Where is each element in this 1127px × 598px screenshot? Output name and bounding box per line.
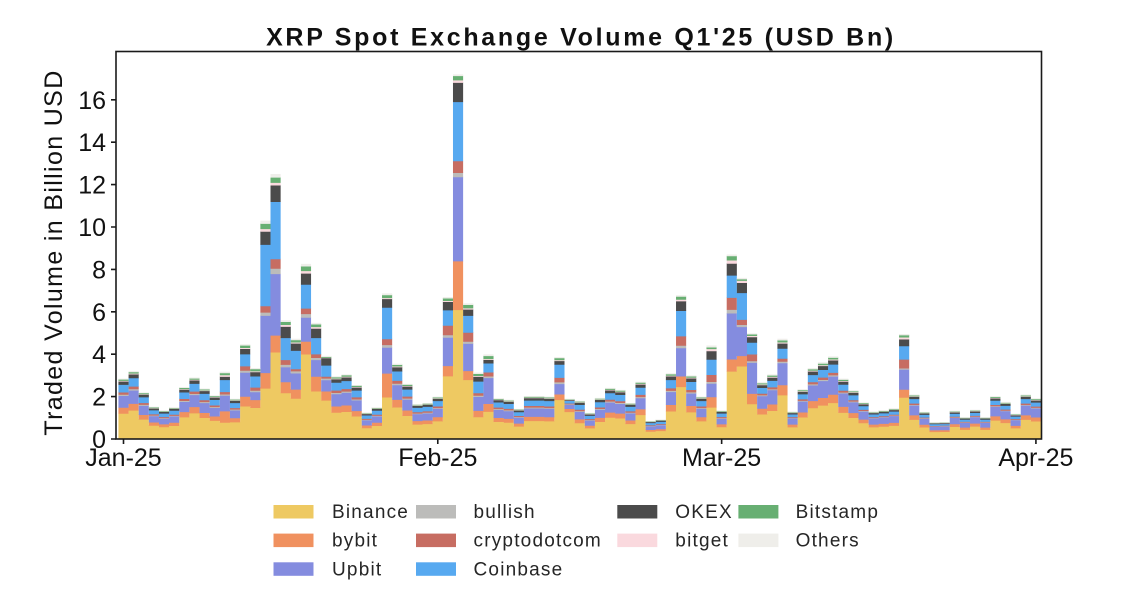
svg-text:Bitstamp: Bitstamp bbox=[796, 502, 880, 523]
svg-text:16: 16 bbox=[78, 87, 106, 115]
svg-text:4: 4 bbox=[92, 341, 106, 369]
svg-text:Others: Others bbox=[796, 531, 860, 552]
svg-text:Coinbase: Coinbase bbox=[474, 559, 564, 580]
svg-text:Binance: Binance bbox=[332, 502, 409, 523]
svg-text:6: 6 bbox=[92, 299, 106, 327]
svg-text:2: 2 bbox=[92, 384, 106, 412]
svg-text:XRP Spot Exchange Volume Q1'25: XRP Spot Exchange Volume Q1'25 (USD Bn) bbox=[266, 24, 896, 52]
svg-text:Feb-25: Feb-25 bbox=[398, 444, 477, 472]
svg-text:bitget: bitget bbox=[675, 531, 729, 552]
svg-text:Upbit: Upbit bbox=[332, 559, 382, 580]
svg-text:12: 12 bbox=[78, 172, 106, 200]
svg-text:0: 0 bbox=[92, 426, 106, 454]
svg-text:Mar-25: Mar-25 bbox=[682, 444, 761, 472]
svg-text:Traded Volume in Billion USD: Traded Volume in Billion USD bbox=[40, 69, 68, 435]
svg-text:bybit: bybit bbox=[332, 531, 378, 552]
svg-text:14: 14 bbox=[78, 129, 106, 157]
svg-text:10: 10 bbox=[78, 214, 106, 242]
svg-text:bullish: bullish bbox=[474, 502, 536, 523]
svg-text:OKEX: OKEX bbox=[675, 502, 733, 523]
svg-text:8: 8 bbox=[92, 256, 106, 284]
svg-text:cryptodotcom: cryptodotcom bbox=[474, 531, 602, 552]
svg-text:Jan-25: Jan-25 bbox=[85, 444, 161, 472]
svg-text:Apr-25: Apr-25 bbox=[998, 444, 1073, 472]
